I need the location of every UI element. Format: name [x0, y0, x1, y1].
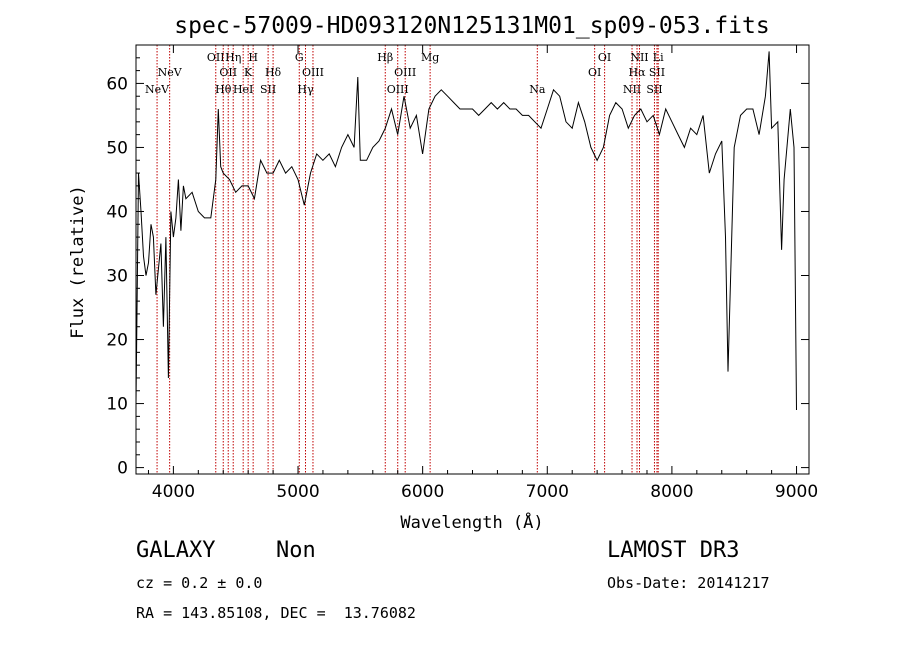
- line-label-1: NeV: [158, 66, 183, 79]
- line-label-21: NII: [623, 83, 641, 96]
- y-tick-label-4: 40: [106, 202, 128, 222]
- spectrum-series-layer: [135, 51, 797, 411]
- line-label-14: Hβ: [377, 51, 393, 64]
- y-tick-label-6: 60: [106, 74, 128, 94]
- line-label-17: Mg: [421, 51, 439, 64]
- line-label-19: OI: [588, 66, 601, 79]
- y-tick-label-0: 0: [117, 459, 128, 479]
- line-label-7: K: [244, 66, 253, 79]
- series-line-0: [135, 51, 797, 411]
- chart-title: spec-57009-HD093120N125131M01_sp09-053.f…: [174, 13, 769, 39]
- line-label-9: SII: [260, 83, 276, 96]
- observation-date: Obs-Date: 20141217: [607, 574, 770, 592]
- line-label-24: SII: [646, 83, 662, 96]
- line-label-13: OIII: [302, 66, 324, 79]
- line-label-0: NeV: [145, 83, 170, 96]
- line-label-8: H: [248, 51, 258, 64]
- x-tick-label-1: 5000: [276, 482, 319, 502]
- line-label-6: HeI: [233, 83, 253, 96]
- object-class: GALAXY: [136, 538, 216, 563]
- object-subclass: Non: [276, 538, 316, 563]
- line-label-23: NII: [630, 51, 648, 64]
- line-label-26: Li: [653, 51, 664, 64]
- line-label-5: Hη: [225, 51, 241, 64]
- line-label-15: OIII: [387, 83, 409, 96]
- y-tick-label-3: 30: [106, 267, 128, 287]
- emission-lines-layer: NeVNeVOIIHθOIIHηHeIKHSIIHδGHγOIIIHβOIIIO…: [145, 45, 665, 474]
- line-label-22: Hα: [628, 66, 646, 79]
- redshift-cz: cz = 0.2 ± 0.0: [136, 574, 263, 592]
- x-tick-label-5: 9000: [775, 482, 818, 502]
- line-label-12: Hγ: [297, 83, 314, 96]
- y-tick-label-2: 20: [106, 331, 128, 351]
- y-tick-label-1: 10: [106, 395, 128, 415]
- line-label-11: G: [295, 51, 304, 64]
- line-label-2: OII: [207, 51, 225, 64]
- line-label-18: Na: [529, 83, 546, 96]
- survey-name: LAMOST DR3: [607, 538, 740, 563]
- line-label-4: OII: [219, 66, 237, 79]
- line-label-16: OIII: [394, 66, 416, 79]
- x-axis-label: Wavelength (Å): [400, 511, 543, 533]
- coordinates: RA = 143.85108, DEC = 13.76082: [136, 604, 416, 622]
- x-tick-label-3: 7000: [526, 482, 569, 502]
- x-tick-label-0: 4000: [152, 482, 195, 502]
- y-axis-label: Flux (relative): [68, 185, 88, 339]
- y-tick-label-5: 50: [106, 138, 128, 158]
- x-tick-label-4: 8000: [650, 482, 693, 502]
- plot-frame: [135, 44, 810, 475]
- line-label-10: Hδ: [265, 66, 282, 79]
- line-label-3: Hθ: [215, 83, 232, 96]
- line-label-20: OI: [598, 51, 611, 64]
- axis-ticks-layer: 4000 5000 6000 7000 8000 9000 0 10 20 30 40 50 60: [106, 45, 818, 502]
- line-label-25: SII: [649, 66, 665, 79]
- x-tick-label-2: 6000: [401, 482, 444, 502]
